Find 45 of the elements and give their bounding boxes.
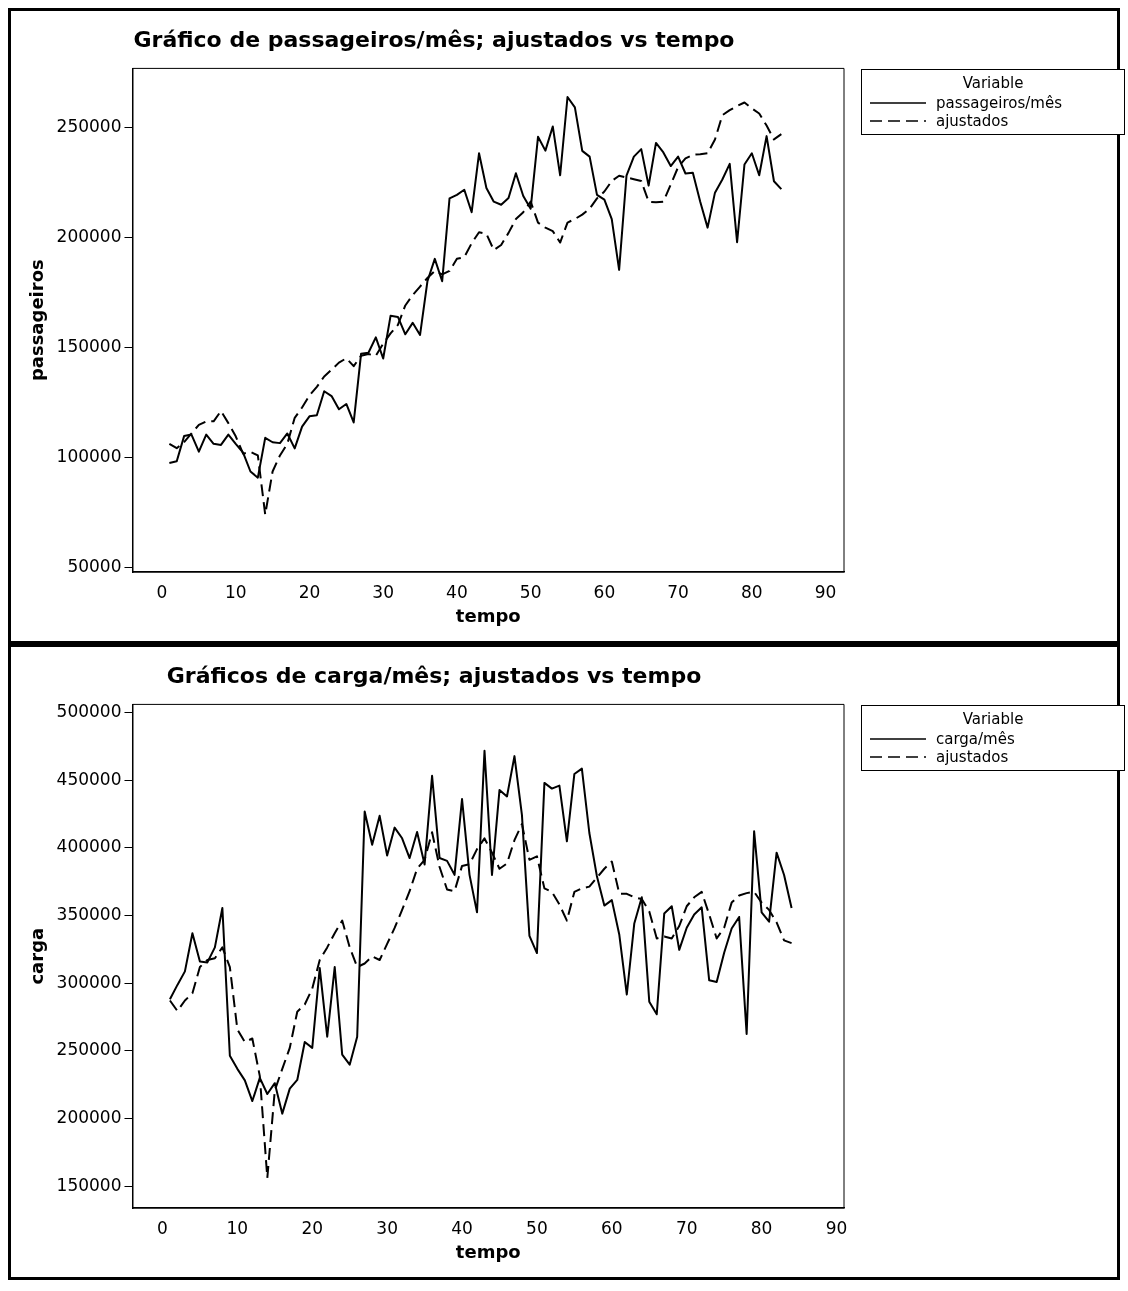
x-tick-label: 20 [301,1217,324,1238]
x-tick-label: 90 [825,1217,848,1238]
x-axis-title: tempo [455,604,521,626]
y-tick-label: 250000 [56,1039,122,1060]
y-tick-label: 100000 [56,446,122,467]
legend-title: Variable [961,74,1025,92]
y-tick-label: 450000 [56,768,122,789]
x-axis-title: tempo [455,1240,521,1262]
y-tick-label: 150000 [56,1174,122,1195]
x-tick-label: 60 [601,1217,623,1238]
y-tick-label: 250000 [56,116,122,137]
y-tick-label: 350000 [56,904,122,925]
x-tick-label: 0 [157,1217,168,1238]
legend-label: carga/mês [936,730,1015,748]
x-tick-label: 80 [750,1217,773,1238]
x-tick-label: 70 [667,581,689,602]
legend-label: ajustados [936,748,1009,766]
x-tick-label: 30 [372,581,394,602]
chart-title: Gráficos de carga/mês; ajustados vs tempo [166,662,702,688]
x-tick-label: 50 [519,581,542,602]
x-tick-label: 50 [526,1217,548,1238]
x-tick-label: 30 [376,1217,398,1238]
y-tick-label: 300000 [56,971,122,992]
y-tick-label: 200000 [56,1107,122,1128]
y-tick-label: 50000 [67,556,122,577]
y-tick-label: 150000 [56,336,122,357]
y-tick-label: 400000 [56,836,122,857]
x-tick-label: 0 [156,581,168,602]
legend-label: passageiros/mês [936,94,1062,112]
x-tick-label: 10 [224,581,247,602]
y-tick-label: 500000 [56,700,122,721]
legend-label: ajustados [936,112,1009,130]
x-tick-label: 80 [741,581,763,602]
legend-title: Variable [961,710,1025,728]
y-tick-label: 200000 [56,226,122,247]
x-tick-label: 40 [451,1217,473,1238]
y-axis-title: passageiros [26,259,48,382]
x-tick-label: 70 [675,1217,698,1238]
chart-title: Gráfico de passageiros/mês; ajustados vs tempo [133,26,735,52]
x-tick-label: 10 [226,1217,249,1238]
x-tick-label: 20 [298,581,321,602]
x-tick-label: 40 [446,581,468,602]
x-tick-label: 90 [814,581,837,602]
x-tick-label: 60 [593,581,616,602]
y-axis-title: carga [26,927,48,985]
